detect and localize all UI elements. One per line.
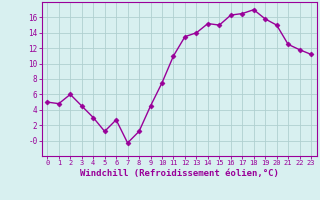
X-axis label: Windchill (Refroidissement éolien,°C): Windchill (Refroidissement éolien,°C) — [80, 169, 279, 178]
